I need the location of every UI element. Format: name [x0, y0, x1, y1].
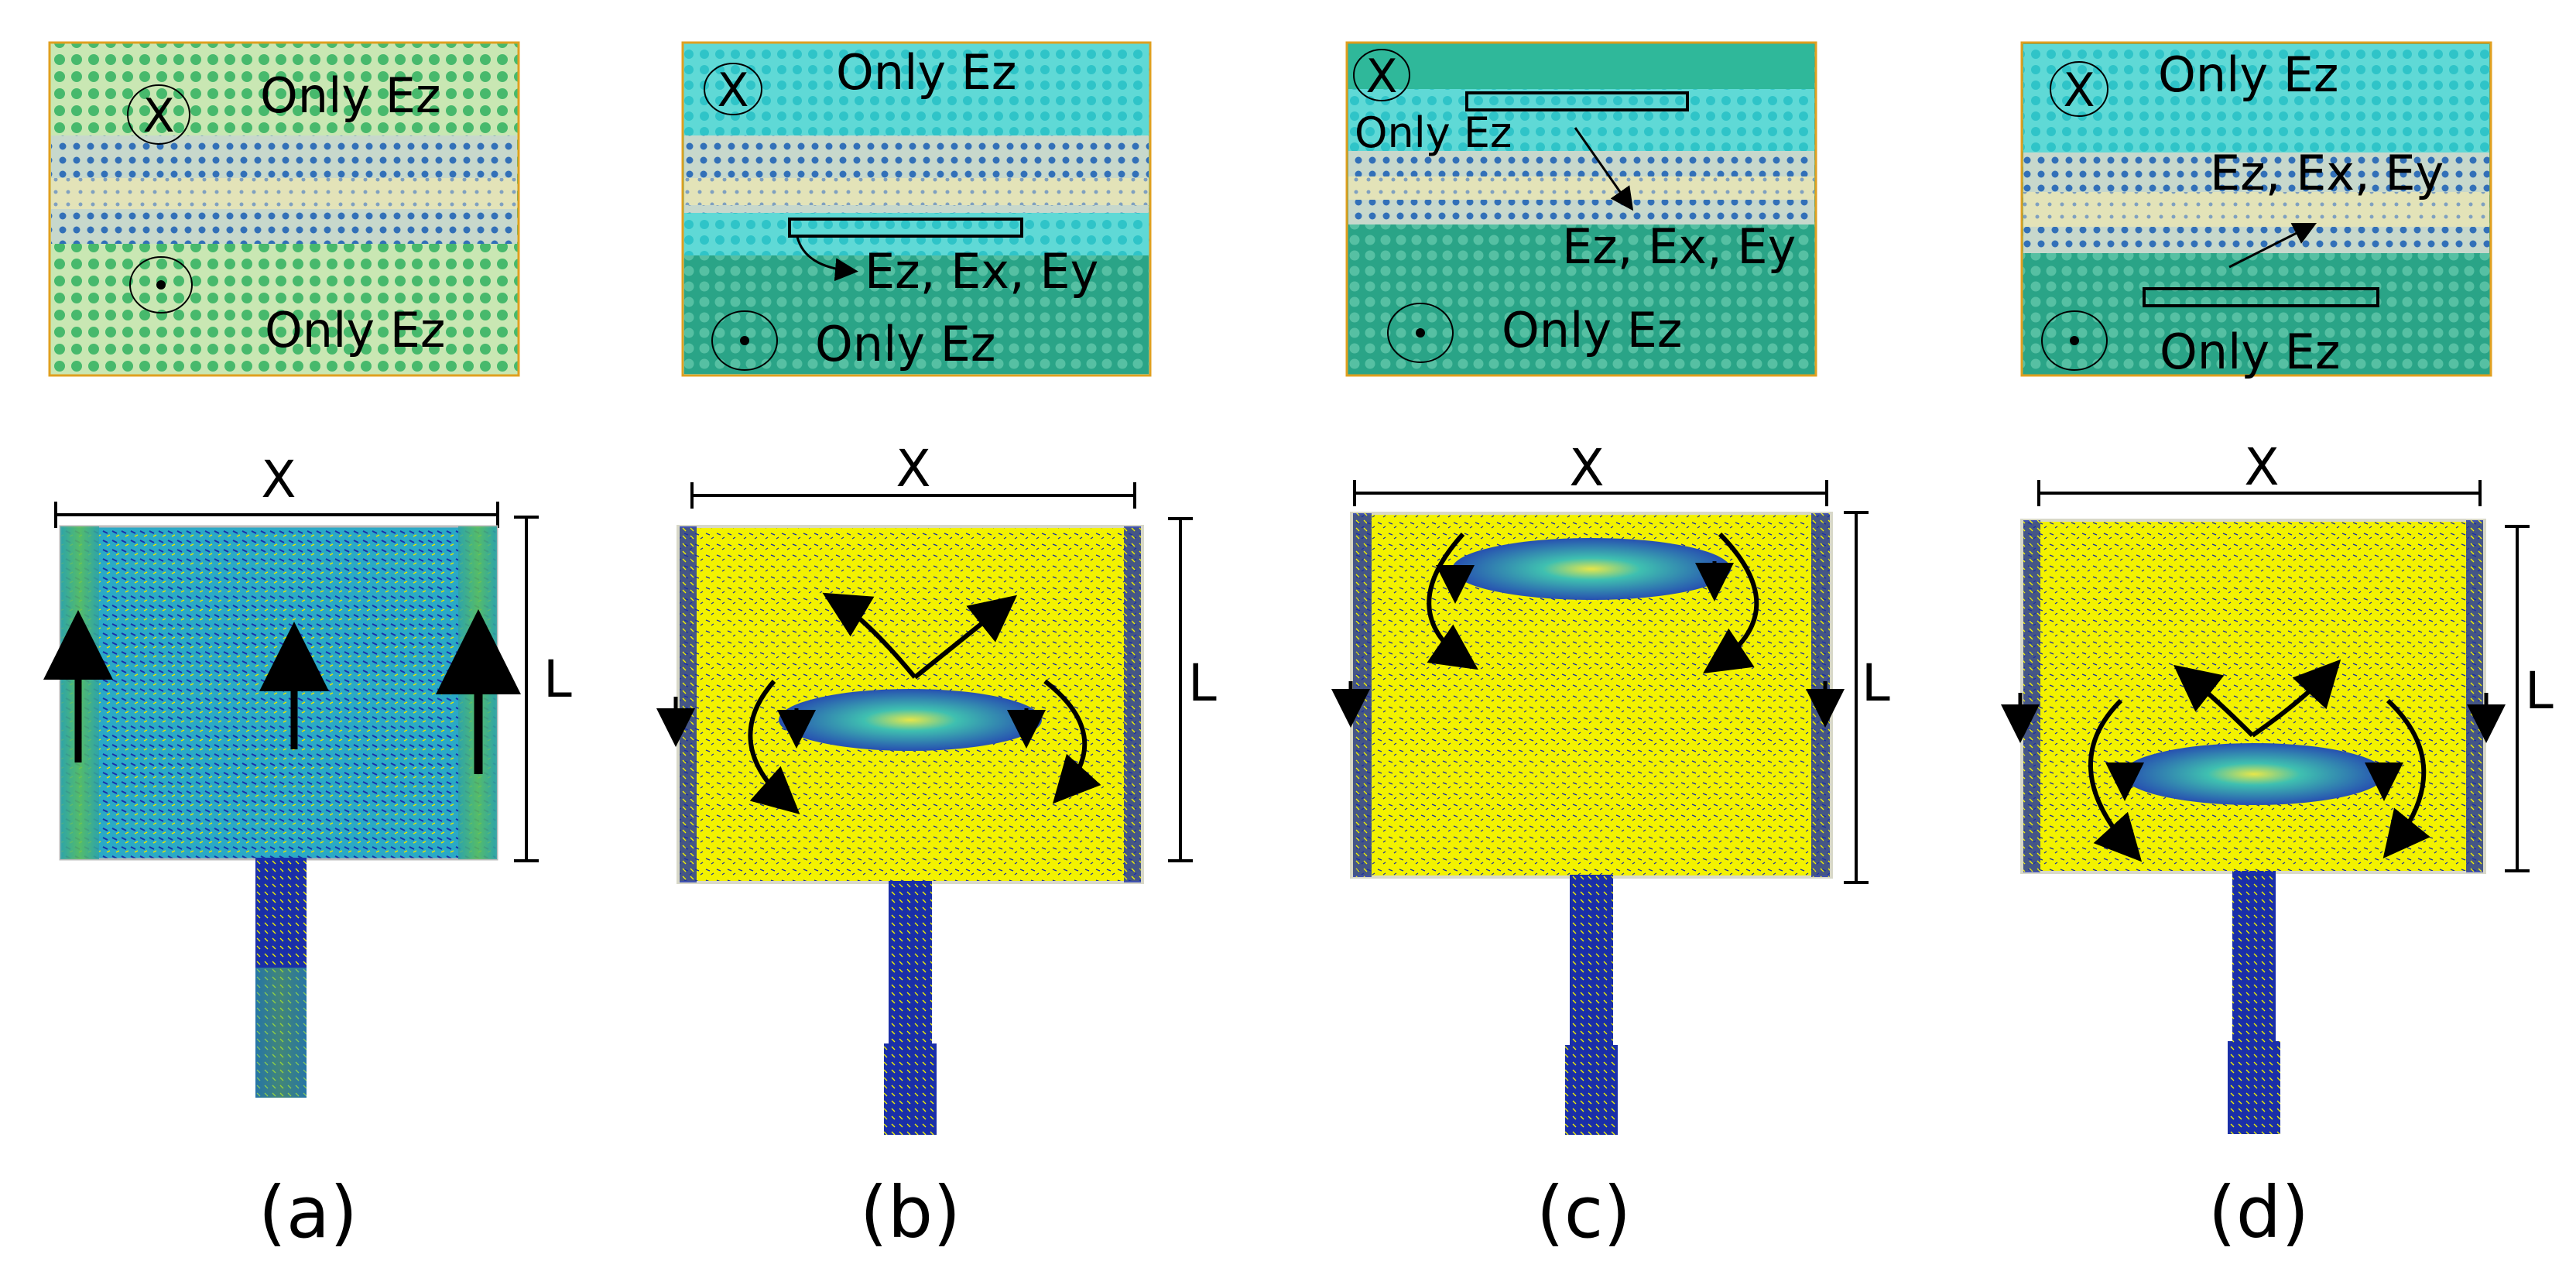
field-label-mixed: Ez, Ex, Ey — [1562, 218, 1796, 275]
into-page-symbol — [704, 63, 762, 115]
panel-d: X Only Ez Ez, Ex, Ey Only Ez X — [2001, 41, 2554, 1254]
antenna-position-bar — [2143, 287, 2379, 307]
out-of-page-symbol — [129, 256, 193, 314]
into-page-symbol — [1353, 49, 1410, 101]
field-label-bottom: Only Ez — [265, 302, 445, 358]
panel-a: X Only Ez Only Ez X L (a) — [43, 41, 572, 1254]
panel-label-d: (d) — [2208, 1171, 2309, 1254]
dimension-x-label: X — [896, 439, 930, 499]
panel-label-b: (b) — [860, 1171, 961, 1254]
field-label-top: Only Ez — [2158, 46, 2338, 103]
field-map-c: X Only Ez Ez, Ex, Ey Only Ez — [1345, 41, 1817, 377]
into-page-x: X — [142, 89, 174, 143]
into-page-x: X — [717, 63, 748, 118]
antenna-position-bar — [788, 218, 1023, 238]
field-label-top: Only Ez — [836, 44, 1016, 101]
panel-label-a: (a) — [259, 1171, 358, 1254]
field-map-a: X Only Ez Only Ez — [48, 41, 520, 377]
into-page-x: X — [2063, 63, 2095, 118]
antenna-a: X L — [43, 450, 572, 1098]
into-page-symbol — [2050, 61, 2108, 117]
out-of-page-symbol — [2041, 310, 2108, 371]
panel-b: X Only Ez Ez, Ex, Ey Only Ez X — [656, 41, 1217, 1254]
field-label-mixed: Ez, Ex, Ey — [865, 243, 1098, 300]
field-label-top: Only Ez — [1355, 108, 1512, 157]
dimension-l-label: L — [1188, 653, 1217, 713]
field-label-bottom: Only Ez — [1502, 302, 1682, 358]
antenna-d: X L — [2001, 437, 2554, 1134]
out-of-page-symbol — [711, 310, 778, 371]
dimension-l-label: L — [543, 649, 572, 709]
field-label-mixed: Ez, Ex, Ey — [2210, 145, 2444, 201]
panel-label-c: (c) — [1536, 1171, 1631, 1254]
field-label-top: Only Ez — [260, 67, 440, 124]
into-page-x: X — [1365, 50, 1397, 104]
antenna-b: X L — [656, 439, 1217, 1135]
antenna-c: X L — [1331, 438, 1890, 1135]
dimension-x-label: X — [1569, 438, 1604, 498]
dimension-l-label: L — [2525, 661, 2554, 721]
dimension-x-label: X — [2244, 437, 2279, 497]
field-map-d: X Only Ez Ez, Ex, Ey Only Ez — [2020, 41, 2492, 380]
antenna-position-bar — [1465, 91, 1689, 111]
field-label-bottom: Only Ez — [2160, 324, 2340, 380]
out-of-page-symbol — [1387, 303, 1454, 363]
dimension-l-label: L — [1862, 653, 1890, 713]
panel-c: X Only Ez Ez, Ex, Ey Only Ez X — [1331, 41, 1890, 1254]
field-label-bottom: Only Ez — [815, 316, 995, 372]
field-map-b: X Only Ez Ez, Ex, Ey Only Ez — [681, 41, 1152, 377]
dimension-x-label: X — [261, 450, 296, 509]
into-page-symbol — [127, 84, 190, 145]
